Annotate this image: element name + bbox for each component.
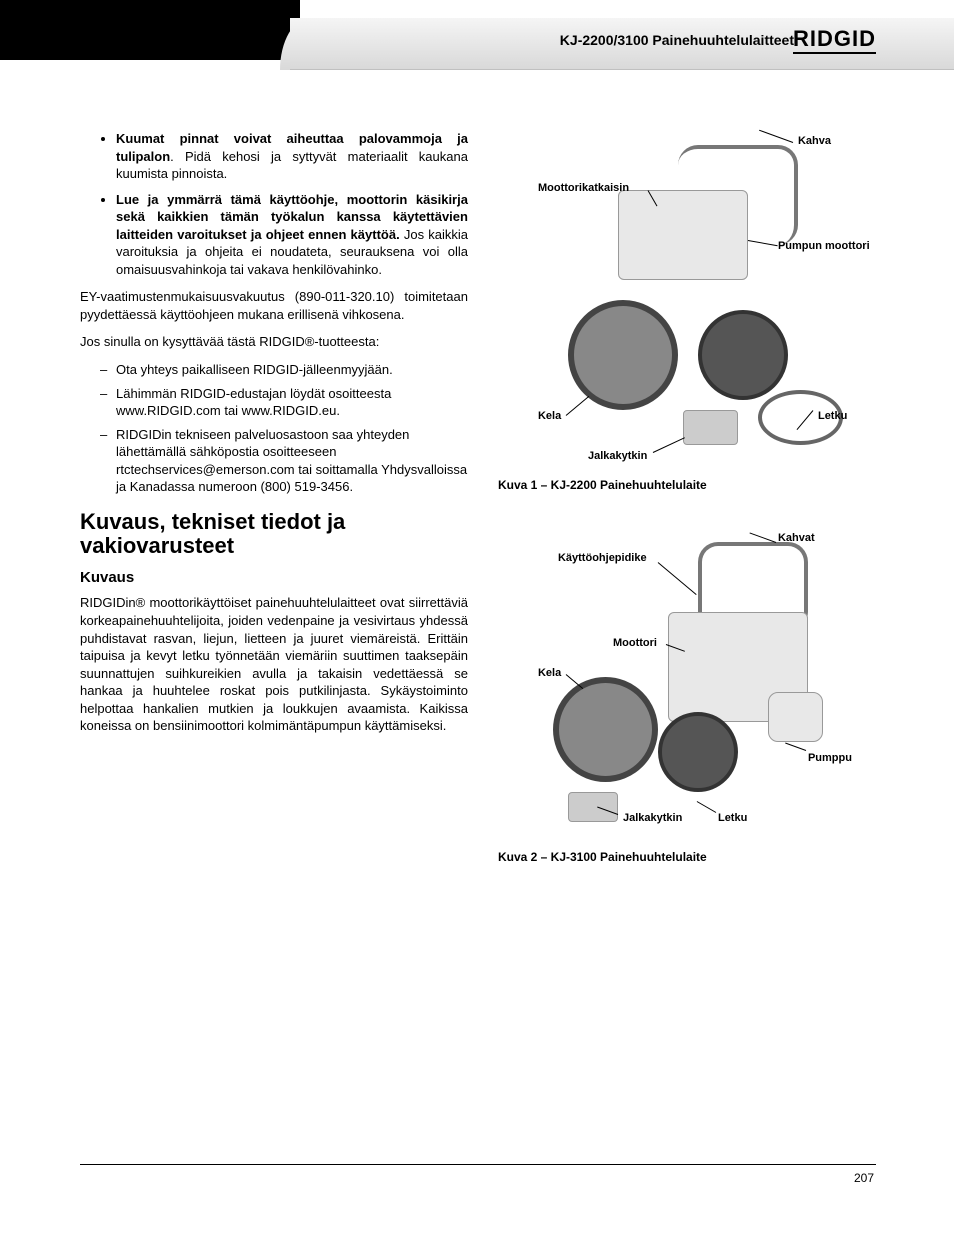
warning-bullets: Kuumat pinnat voivat aiheuttaa palovammo… [80,130,468,278]
label-kela-2: Kela [538,667,561,679]
label-moottori: Moottori [613,637,657,649]
label-kahvat: Kahvat [778,532,815,544]
label-moottorikatkaisin: Moottorikatkaisin [538,182,629,194]
dash-item: Lähimmän RIDGID-edustajan löydät osoitte… [116,385,468,420]
label-pumpun-moottori: Pumpun moottori [778,240,870,252]
figure-2-caption: Kuva 2 – KJ-3100 Painehuuhtelulaite [498,850,858,864]
label-kahva: Kahva [798,135,831,147]
description-paragraph: RIDGIDin® moottorikäyttöiset painehuuhte… [80,594,468,734]
label-pumppu: Pumppu [808,752,852,764]
page-header: KJ-2200/3100 Painehuuhtelulaitteet RIDGI… [0,0,954,70]
figure-2-frame: Kahvat Käyttöohjepidike Moottori Kela Pu… [498,522,858,842]
label-jalkakytkin-2: Jalkakytkin [623,812,682,824]
figure-1-frame: Kahva Moottorikatkaisin Pumpun moottori … [498,130,858,470]
label-kela: Kela [538,410,561,422]
sub-heading: Kuvaus [80,568,468,588]
header-title: KJ-2200/3100 Painehuuhtelulaitteet [560,32,794,48]
section-heading: Kuvaus, tekniset tiedot ja vakiovarustee… [80,510,468,558]
brand-logo: RIDGID [793,26,876,54]
label-jalkakytkin: Jalkakytkin [588,450,647,462]
page-number: 207 [854,1171,874,1185]
header-black-tab [0,0,300,60]
figure-1: Kahva Moottorikatkaisin Pumpun moottori … [498,130,858,492]
dash-item: RIDGIDin tekniseen palveluosastoon saa y… [116,426,468,496]
contact-list: Ota yhteys paikalliseen RIDGID-jälleenmy… [80,361,468,496]
bullet-item: Lue ja ymmärrä tämä käyttöohje, moottori… [116,191,468,279]
contact-intro: Jos sinulla on kysyttävää tästä RIDGID®-… [80,333,468,351]
bullet-item: Kuumat pinnat voivat aiheuttaa palovammo… [116,130,468,183]
page-content: Kuumat pinnat voivat aiheuttaa palovammo… [0,70,954,894]
dash-item: Ota yhteys paikalliseen RIDGID-jälleenmy… [116,361,468,379]
footer-rule [80,1164,876,1165]
figure-2: Kahvat Käyttöohjepidike Moottori Kela Pu… [498,522,858,864]
label-letku-2: Letku [718,812,747,824]
right-column: Kahva Moottorikatkaisin Pumpun moottori … [498,130,876,894]
label-letku: Letku [818,410,847,422]
declaration-paragraph: EY-vaatimustenmukaisuusvakuutus (890-011… [80,288,468,323]
label-kayttoohjepidike: Käyttöohjepidike [558,552,647,564]
left-column: Kuumat pinnat voivat aiheuttaa palovammo… [80,130,468,894]
figure-1-caption: Kuva 1 – KJ-2200 Painehuuhtelulaite [498,478,858,492]
